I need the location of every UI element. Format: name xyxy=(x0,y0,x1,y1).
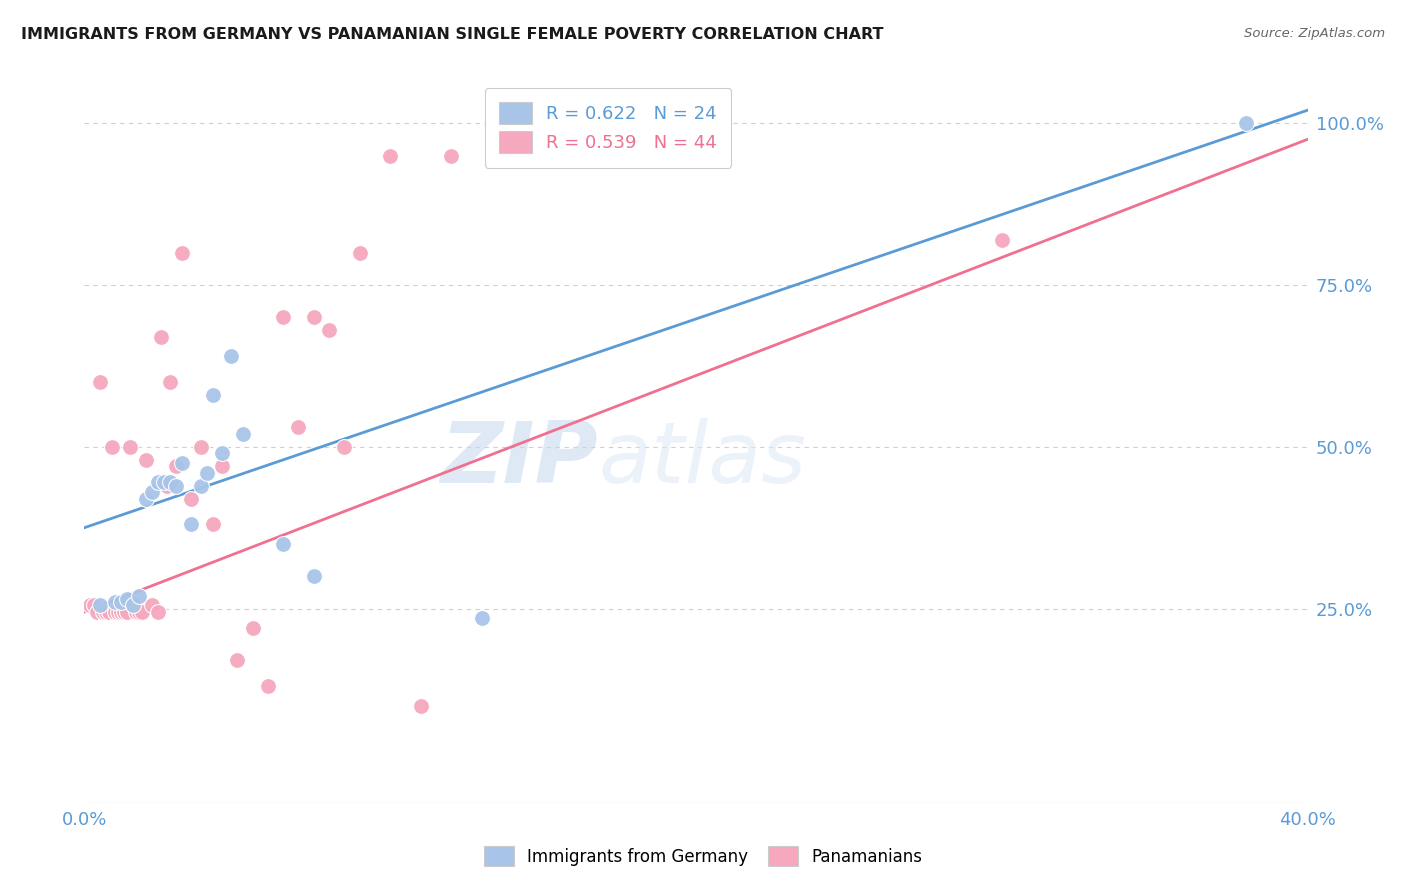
Point xyxy=(409,698,432,713)
Point xyxy=(120,440,142,454)
Point xyxy=(110,595,132,609)
Point xyxy=(86,605,108,619)
Point xyxy=(440,148,463,162)
Point xyxy=(107,605,129,619)
Point xyxy=(302,310,325,325)
Point xyxy=(172,456,194,470)
Point xyxy=(146,475,169,490)
Point xyxy=(380,148,402,162)
Point xyxy=(195,466,218,480)
Legend: Immigrants from Germany, Panamanians: Immigrants from Germany, Panamanians xyxy=(475,838,931,875)
Point xyxy=(287,420,309,434)
Point xyxy=(115,591,138,606)
Point xyxy=(190,440,212,454)
Point xyxy=(153,475,176,490)
Point xyxy=(180,517,202,532)
Point xyxy=(131,605,153,619)
Point xyxy=(201,388,224,402)
Point xyxy=(242,621,264,635)
Legend: R = 0.622   N = 24, R = 0.539   N = 44: R = 0.622 N = 24, R = 0.539 N = 44 xyxy=(485,87,731,168)
Text: ZIP: ZIP xyxy=(440,417,598,500)
Point xyxy=(271,537,294,551)
Point xyxy=(83,599,105,613)
Point xyxy=(104,605,127,619)
Point xyxy=(165,459,187,474)
Point xyxy=(141,485,163,500)
Point xyxy=(502,148,524,162)
Point xyxy=(89,599,111,613)
Point xyxy=(172,245,194,260)
Text: Source: ZipAtlas.com: Source: ZipAtlas.com xyxy=(1244,27,1385,40)
Point xyxy=(122,599,145,613)
Point xyxy=(110,605,132,619)
Point xyxy=(159,475,181,490)
Point xyxy=(79,599,101,613)
Point xyxy=(271,310,294,325)
Point xyxy=(471,611,494,625)
Point xyxy=(89,375,111,389)
Point xyxy=(232,426,254,441)
Point xyxy=(135,491,157,506)
Point xyxy=(125,605,148,619)
Point xyxy=(180,491,202,506)
Point xyxy=(165,478,187,492)
Point xyxy=(104,595,127,609)
Point xyxy=(91,605,114,619)
Point xyxy=(101,440,124,454)
Point xyxy=(226,653,249,667)
Text: IMMIGRANTS FROM GERMANY VS PANAMANIAN SINGLE FEMALE POVERTY CORRELATION CHART: IMMIGRANTS FROM GERMANY VS PANAMANIAN SI… xyxy=(21,27,883,42)
Point xyxy=(302,569,325,583)
Point xyxy=(257,679,280,693)
Point xyxy=(211,446,233,460)
Point xyxy=(115,605,138,619)
Point xyxy=(128,605,150,619)
Point xyxy=(201,517,224,532)
Point xyxy=(146,605,169,619)
Point xyxy=(128,589,150,603)
Point xyxy=(156,478,179,492)
Point xyxy=(97,605,120,619)
Point xyxy=(112,605,135,619)
Point xyxy=(149,330,172,344)
Point xyxy=(219,349,242,363)
Point xyxy=(318,323,340,337)
Point xyxy=(141,599,163,613)
Text: atlas: atlas xyxy=(598,417,806,500)
Point xyxy=(991,233,1014,247)
Point xyxy=(190,478,212,492)
Point xyxy=(122,599,145,613)
Point xyxy=(211,459,233,474)
Point xyxy=(333,440,356,454)
Point xyxy=(349,245,371,260)
Point xyxy=(135,452,157,467)
Point xyxy=(94,605,117,619)
Point xyxy=(159,375,181,389)
Point xyxy=(1236,116,1258,130)
